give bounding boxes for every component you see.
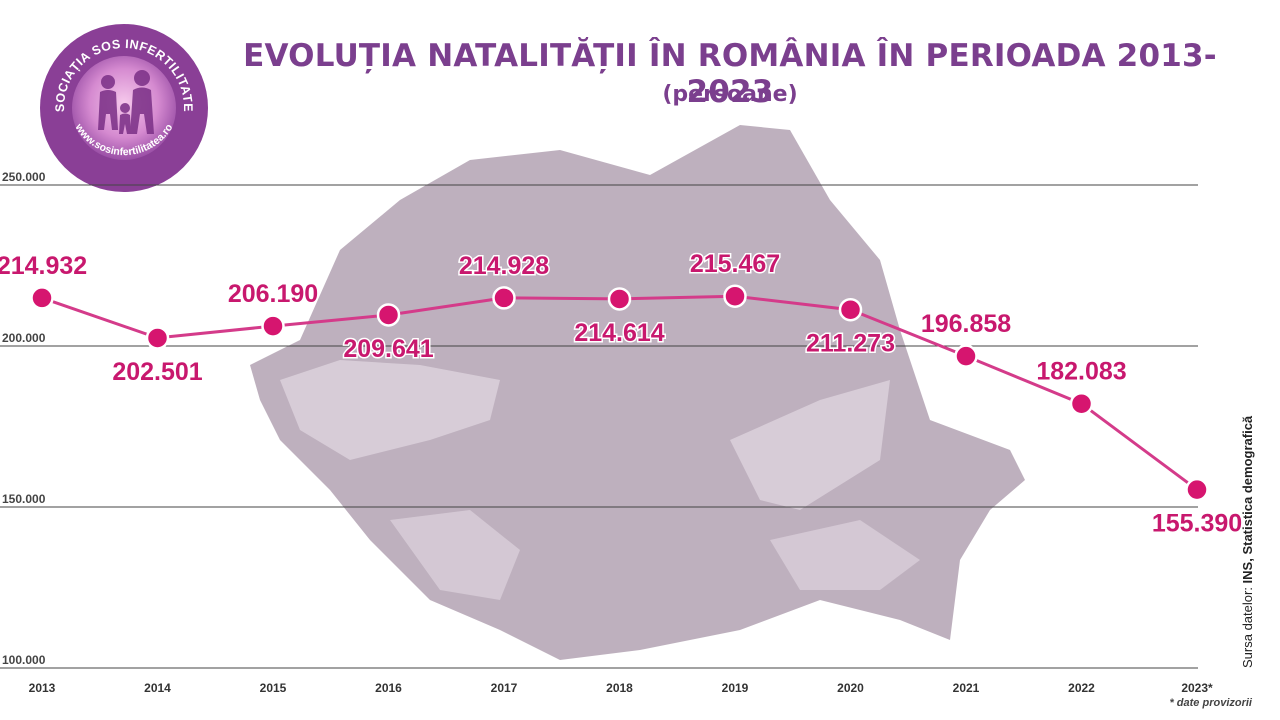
family-silhouette-icon (98, 70, 154, 134)
data-point (1069, 391, 1094, 416)
data-label: 209.641 (343, 335, 433, 363)
x-tick-label: 2014 (144, 681, 171, 695)
data-label: 214.614 (574, 319, 664, 347)
data-point (492, 286, 516, 310)
data-point (838, 297, 863, 322)
chart-subtitle: (persoane) (662, 82, 798, 107)
source-value: INS, Statistica demografică (1240, 415, 1255, 584)
x-tick-label: 2013 (29, 681, 56, 695)
data-label: 206.190 (228, 280, 318, 308)
data-label: 215.467 (690, 250, 780, 278)
data-point (145, 326, 170, 350)
y-axis-labels: 250.000 200.000 150.000 100.000 (2, 170, 46, 667)
source-prefix: Sursa datelor: (1240, 583, 1255, 668)
x-tick-label: 2018 (606, 681, 633, 695)
romania-map-background (250, 125, 1025, 660)
data-label: 211.273 (806, 330, 895, 358)
x-tick-label: 2023* (1181, 681, 1213, 695)
x-tick-label: 2020 (837, 681, 864, 695)
x-tick-label: 2021 (953, 681, 980, 695)
data-label: 155.390 (1152, 510, 1242, 538)
data-label: 182.083 (1036, 358, 1126, 386)
y-tick-label: 200.000 (2, 331, 46, 345)
chart-title: EVOLUȚIA NATALITĂȚII ÎN ROMÂNIA ÎN PERIO… (243, 38, 1217, 110)
y-tick-label: 250.000 (2, 170, 46, 184)
data-point (376, 303, 401, 327)
data-labels: 214.932 202.501 206.190 209.641 214.928 214.6… (0, 249, 1244, 539)
x-tick-label: 2022 (1068, 681, 1095, 695)
y-tick-label: 150.000 (2, 492, 46, 506)
footnote-provisional: * date provizorii (1169, 697, 1252, 709)
data-point (261, 314, 285, 338)
gridlines (0, 184, 1198, 669)
data-label: 214.932 (0, 252, 87, 280)
y-tick-label: 100.000 (2, 653, 46, 667)
data-label: 196.858 (921, 310, 1011, 338)
x-tick-label: 2016 (375, 681, 402, 695)
x-tick-label: 2019 (722, 681, 749, 695)
data-source-note: Sursa datelor: INS, Statistica demografi… (1240, 416, 1255, 668)
data-point (607, 287, 632, 311)
data-point (723, 284, 747, 308)
data-point (30, 286, 54, 310)
data-label: 202.501 (112, 358, 202, 386)
data-points (30, 284, 1209, 502)
data-label: 214.928 (459, 252, 549, 280)
x-tick-label: 2015 (260, 681, 287, 695)
data-point (954, 344, 978, 368)
logo: ASOCIAȚIA SOS INFERTILITATEA www.sosinfe… (33, 11, 210, 199)
x-axis-labels: 2013 2014 2015 2016 2017 2018 2019 2020 2021 2022… (29, 681, 1213, 695)
data-point (1185, 477, 1209, 502)
x-tick-label: 2017 (491, 681, 518, 695)
